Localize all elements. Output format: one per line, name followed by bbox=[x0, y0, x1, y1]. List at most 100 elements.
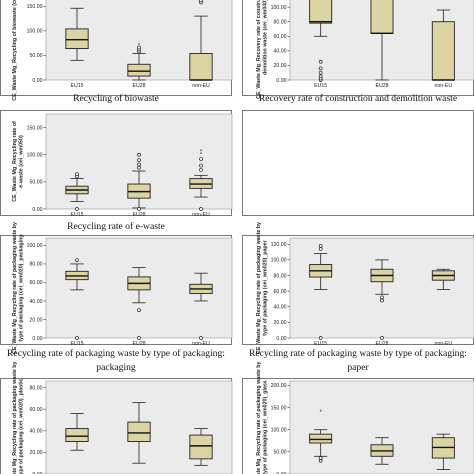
outlier-point bbox=[75, 172, 79, 177]
y-axis-label-line: e-waste (cei_wm050) bbox=[18, 135, 24, 188]
x-tick-label: non-EU bbox=[192, 83, 210, 89]
y-tick-label: 60.00 bbox=[30, 280, 43, 286]
y-tick-label: 150.00 bbox=[27, 125, 43, 131]
box-iqr bbox=[65, 428, 89, 443]
y-tick-label: 100.00 bbox=[271, 5, 287, 11]
box-EU15 bbox=[65, 172, 89, 211]
y-tick-label: 100.00 bbox=[27, 153, 43, 159]
y-tick-label: 20.00 bbox=[30, 317, 43, 323]
panel-caption: Recycling rate of e-waste bbox=[67, 221, 165, 232]
x-tick-label: EU15 bbox=[71, 83, 84, 89]
y-axis-label: CE_Waste Mg_Recycling rate of packaging … bbox=[12, 222, 24, 354]
outlier-point bbox=[75, 258, 79, 263]
y-tick-label: 40.00 bbox=[30, 429, 43, 435]
outlier-point bbox=[75, 336, 79, 340]
panel-5: 0.00 20.00 40.00 60.00 80.00 100.00 120.00 CE_W… bbox=[242, 222, 474, 373]
y-tick-label: 0.00 bbox=[32, 207, 42, 213]
y-tick-label: 100.00 bbox=[271, 258, 287, 264]
y-tick-label: 80.00 bbox=[30, 262, 43, 268]
y-axis-label-line: type of packaging (cei_wm020)_glass bbox=[262, 380, 268, 474]
x-tick-label: EU28 bbox=[376, 83, 389, 89]
box-non-EU bbox=[189, 428, 213, 466]
y-tick-label: 150.00 bbox=[271, 405, 287, 411]
y-tick-label: 80.00 bbox=[274, 19, 287, 25]
outlier-point bbox=[137, 336, 141, 340]
x-tick-label: EU15 bbox=[71, 341, 84, 347]
panel-0: 0.00 50.00 100.00 150.00 CE_Waste Mg_Recycli… bbox=[0, 0, 233, 104]
y-tick-label: 120.00 bbox=[271, 242, 287, 248]
panel-7: 0.00 50.00 100.00 150.00 200.00 CE_Waste Mg_R… bbox=[242, 361, 474, 474]
panel-6: 0.00 20.00 40.00 60.00 80.00 CE_Waste Mg_Recy… bbox=[0, 361, 233, 474]
outlier-point bbox=[137, 165, 141, 170]
y-tick-label: 0.00 bbox=[276, 78, 286, 84]
extreme-point: * bbox=[200, 149, 203, 155]
outlier-point bbox=[380, 298, 384, 303]
box-EU15: * bbox=[309, 410, 333, 463]
y-tick-label: 40.00 bbox=[274, 305, 287, 311]
outlier-point bbox=[137, 162, 141, 167]
x-tick-label: non-EU bbox=[192, 341, 210, 347]
box-EU28 bbox=[127, 152, 151, 211]
x-tick-label: non-EU bbox=[192, 212, 210, 218]
outlier-point bbox=[318, 66, 323, 71]
panel-caption: packaging bbox=[96, 362, 136, 373]
box-non-EU bbox=[189, 0, 213, 81]
extreme-point: * bbox=[319, 410, 322, 416]
outlier-point bbox=[199, 207, 203, 211]
y-tick-label: 20.00 bbox=[30, 450, 43, 456]
y-axis-label-line: CE_Waste Mg_Recycling rate of packaging … bbox=[256, 222, 262, 354]
box-non-EU: ** bbox=[189, 149, 213, 211]
y-tick-label: 150.00 bbox=[27, 4, 43, 10]
y-tick-label: 0.00 bbox=[276, 336, 286, 342]
y-tick-label: 40.00 bbox=[274, 49, 287, 55]
panel-caption: Recovery rate of construction and demoli… bbox=[259, 93, 457, 104]
outlier-point bbox=[318, 74, 323, 79]
y-tick-label: 20.00 bbox=[274, 320, 287, 326]
y-tick-label: 0.00 bbox=[32, 472, 42, 474]
outlier-point bbox=[75, 207, 79, 211]
y-axis-label-line: type of packaging (cei_wm020)_paper bbox=[262, 240, 268, 335]
y-tick-label: 40.00 bbox=[30, 299, 43, 305]
y-axis-label-line: CE_Waste Mg_Recycling rate of packaging … bbox=[12, 361, 18, 474]
outlier-point bbox=[199, 157, 203, 161]
outlier-point bbox=[137, 152, 141, 157]
box-iqr bbox=[189, 434, 213, 460]
y-tick-label: 0.00 bbox=[32, 336, 42, 342]
x-tick-label: EU15 bbox=[314, 341, 327, 347]
x-tick-label: non-EU bbox=[435, 341, 453, 347]
outlier-point bbox=[318, 336, 323, 340]
x-tick-label: EU28 bbox=[133, 83, 146, 89]
box-iqr bbox=[309, 433, 333, 444]
box-EU15 bbox=[65, 413, 89, 451]
box-non-EU bbox=[431, 268, 455, 290]
box-non-EU bbox=[431, 433, 455, 470]
y-tick-label: 100.00 bbox=[271, 428, 287, 434]
y-axis-label: CE_Waste Mg_Recycling rate of packaging … bbox=[256, 361, 268, 474]
outlier-point bbox=[380, 336, 384, 340]
y-tick-label: 80.00 bbox=[30, 385, 43, 391]
outlier-point bbox=[199, 168, 203, 172]
box-non-EU bbox=[189, 272, 213, 340]
outlier-point bbox=[318, 243, 323, 248]
y-axis-label-line: demolition waste (cei_wm040) bbox=[262, 0, 268, 75]
outlier-point bbox=[137, 207, 141, 211]
box-EU15 bbox=[65, 7, 89, 61]
panel-3 bbox=[242, 110, 474, 216]
x-tick-label: EU28 bbox=[376, 341, 389, 347]
panel-caption: Recycling of biowaste bbox=[73, 93, 159, 104]
y-tick-label: 60.00 bbox=[274, 34, 287, 40]
panel-caption: paper bbox=[347, 362, 369, 373]
y-tick-label: 20.00 bbox=[274, 63, 287, 69]
x-tick-label: EU15 bbox=[314, 83, 327, 89]
box-iqr bbox=[127, 421, 151, 443]
y-axis-label: CE_Waste Mg_Recovery rate of constructio… bbox=[256, 0, 268, 99]
box-EU28 bbox=[370, 259, 394, 340]
box-iqr bbox=[370, 0, 394, 34]
box-iqr bbox=[127, 63, 151, 77]
outlier-point bbox=[318, 456, 323, 460]
y-tick-label: 0.00 bbox=[32, 78, 42, 84]
box-EU15 bbox=[309, 243, 333, 340]
outlier-point bbox=[199, 163, 203, 168]
